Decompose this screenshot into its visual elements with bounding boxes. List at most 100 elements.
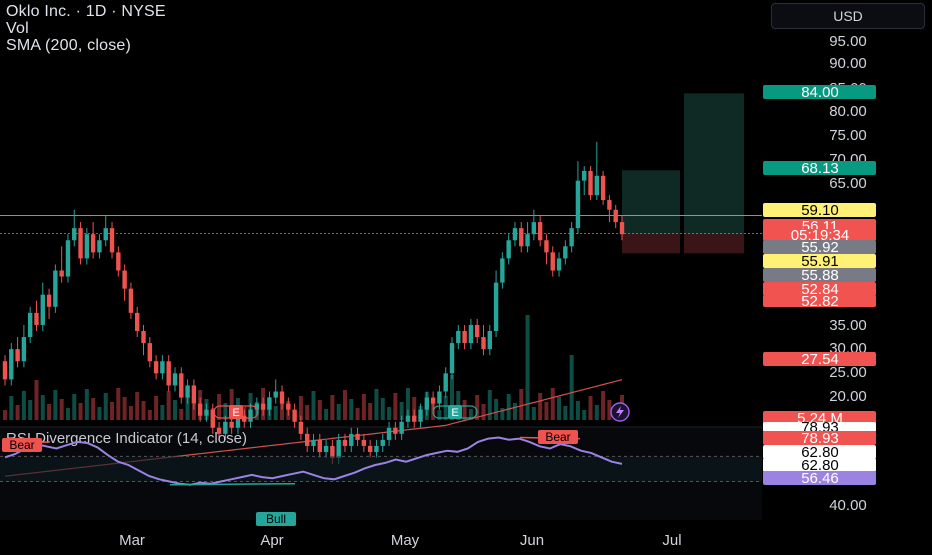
volume-bar [110, 402, 115, 420]
candle-body [298, 421, 304, 434]
currency-button[interactable]: USD [771, 3, 925, 29]
volume-bar [9, 396, 14, 420]
volume-bar [342, 390, 347, 420]
candle-body [500, 258, 505, 283]
candle-body [563, 246, 568, 259]
volume-bar [374, 389, 379, 420]
volume-bar [217, 394, 222, 420]
price-tag: 56.46 [801, 470, 839, 487]
price-tag: 78.93 [801, 430, 839, 447]
candle-body [443, 373, 448, 392]
candle-body [46, 294, 52, 307]
price-tag: 59.10 [801, 202, 839, 219]
price-tag: 62.80 [801, 444, 839, 461]
volume-bar [393, 393, 398, 420]
volume-bar [116, 388, 121, 420]
volume-bar [103, 393, 108, 420]
candle-body [191, 385, 197, 404]
volume-bar [512, 403, 517, 420]
price-tag-bg [763, 282, 876, 296]
bull-label-bg [256, 512, 296, 526]
candle-body [103, 228, 108, 241]
lightning-icon [616, 406, 624, 418]
candle-body [342, 439, 348, 446]
price-axis[interactable]: 95.0090.0085.0080.0075.0070.0065.0035.00… [763, 33, 876, 514]
volume-bar [349, 399, 354, 420]
earnings-icon-letter: E [451, 407, 458, 419]
candle-body [317, 439, 322, 452]
volume-bar [298, 396, 303, 420]
volume-bar [40, 395, 45, 420]
candle-body [386, 427, 392, 440]
price-tag-bg [763, 240, 876, 254]
volume-bar [154, 396, 159, 420]
candle-body [430, 397, 436, 404]
bear-label-bg [538, 430, 578, 444]
candle-body [267, 397, 272, 410]
volume-bar [544, 402, 549, 420]
candle-body [21, 337, 27, 362]
rsi-title: RSI Divergence Indicator (14, close) [6, 430, 247, 447]
candle-body [405, 415, 411, 422]
candle-body [185, 385, 190, 398]
price-tick: 75.00 [829, 127, 867, 144]
time-axis[interactable]: Mar Apr May Jun Jul [119, 532, 682, 549]
volume-bar [122, 397, 127, 420]
candle-body [330, 445, 335, 459]
price-tag: 05:19:34 [791, 227, 849, 244]
volume-bar [305, 405, 310, 420]
volume-bar [135, 392, 140, 420]
candle-body [449, 343, 455, 374]
price-tag-bg [763, 471, 876, 485]
candle-body [9, 349, 14, 380]
volume-bar [53, 390, 58, 420]
candle-body [166, 361, 171, 386]
symbol-title[interactable]: Oklo Inc. · 1D · NYSE [6, 3, 166, 20]
price-tag: 84.00 [801, 84, 839, 101]
volume-bar [166, 391, 171, 420]
volume-bar [273, 406, 278, 420]
candle-body [474, 324, 480, 338]
target-zone-1 [622, 170, 680, 234]
candle-body [399, 421, 404, 434]
price-tag-bg [763, 85, 876, 99]
candle-body [367, 445, 373, 452]
volume-bar [311, 391, 316, 420]
volume-bar [317, 400, 322, 420]
price-tick: 65.00 [829, 175, 867, 192]
candle-body [487, 331, 492, 350]
volume-bar [355, 408, 360, 420]
volume-bar [481, 404, 486, 420]
volume-bar [185, 395, 190, 420]
candle-body [292, 409, 297, 422]
volume-bar [399, 402, 404, 420]
candle-body [519, 228, 524, 247]
price-tag-bg [763, 161, 876, 175]
candle-body [575, 180, 581, 229]
price-tag-bg [763, 229, 876, 241]
candle-body [97, 240, 102, 253]
candle-body [135, 312, 140, 331]
volume-bar [412, 397, 417, 420]
time-tick: Jul [662, 532, 681, 549]
candle-body [72, 228, 77, 241]
candle-body [160, 361, 165, 374]
price-tag: 52.84 [801, 281, 839, 298]
candle-body [594, 175, 600, 196]
volume-legend[interactable]: Vol [6, 20, 29, 37]
candle-body [531, 222, 537, 235]
volume-bar [141, 401, 146, 420]
candle-body [223, 421, 228, 434]
volume-bar [28, 400, 33, 420]
candle-body [59, 270, 64, 277]
candle-body [582, 170, 587, 181]
price-tag: 27.54 [801, 351, 839, 368]
volume-bar [91, 398, 96, 420]
bear-label: Bear [9, 438, 34, 452]
volume-bar [15, 405, 20, 420]
candle-body [493, 282, 499, 331]
sma-legend[interactable]: SMA (200, close) [6, 37, 132, 54]
